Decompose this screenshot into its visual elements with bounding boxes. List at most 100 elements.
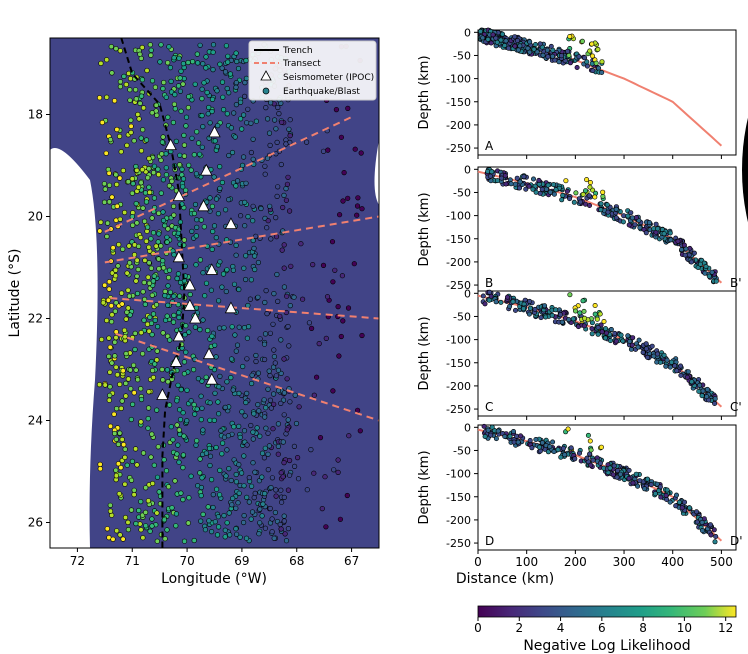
legend-triangle-icon — [260, 70, 272, 81]
earthquake-point — [212, 519, 218, 525]
earthquake-point — [243, 535, 250, 541]
earthquake-point — [209, 333, 215, 339]
section-event — [547, 189, 553, 195]
earthquake-point — [359, 332, 365, 339]
section-event — [704, 394, 710, 400]
earthquake-point — [146, 184, 152, 190]
earthquake-point — [176, 314, 182, 321]
section-event — [485, 36, 491, 42]
earthquake-point — [118, 405, 124, 412]
colorbar: 0 2 4 6 8 10 12 Negative Log Likelihood — [474, 605, 737, 654]
earthquake-point — [275, 388, 282, 394]
section-event — [633, 471, 639, 477]
section-y-tick-label: -250 — [446, 537, 471, 550]
earthquake-point — [276, 110, 282, 117]
earthquake-point — [107, 508, 114, 514]
section-event — [514, 38, 520, 44]
earthquake-point — [176, 83, 182, 89]
earthquake-point — [283, 309, 289, 316]
earthquake-point — [262, 331, 269, 337]
section-event — [571, 199, 577, 205]
earthquake-point — [97, 461, 103, 468]
legend-trench: Trench — [282, 46, 313, 56]
section-event — [626, 475, 632, 481]
earthquake-point — [181, 359, 187, 365]
earthquake-point — [153, 243, 159, 249]
earthquake-point — [233, 242, 239, 248]
earthquake-point — [240, 363, 246, 370]
section-event — [572, 308, 578, 314]
section-event — [649, 343, 655, 349]
earthquake-point — [185, 59, 191, 66]
earthquake-point — [233, 479, 239, 485]
section-event — [498, 37, 504, 43]
earthquake-point — [239, 162, 246, 168]
earthquake-point — [241, 265, 247, 271]
earthquake-point — [324, 294, 331, 300]
earthquake-point — [154, 357, 160, 363]
earthquake-point — [139, 167, 145, 173]
section-event — [691, 250, 697, 256]
earthquake-point — [243, 253, 249, 259]
seismometer-marker — [169, 354, 183, 367]
earthquake-point — [158, 243, 164, 249]
earthquake-point — [156, 489, 162, 495]
earthquake-point — [285, 487, 292, 493]
earthquake-point — [152, 361, 158, 367]
earthquake-point — [177, 407, 183, 413]
earthquake-point — [225, 53, 231, 59]
earthquake-point — [257, 520, 263, 526]
section-event — [627, 338, 633, 344]
earthquake-point — [197, 327, 203, 333]
section-event — [490, 32, 496, 38]
cross-section-3: 0 -50 -100 -150 -200 -250 Depth (km) C C' — [417, 287, 742, 420]
section-event — [613, 338, 619, 344]
section-event — [550, 47, 556, 53]
section-event — [618, 332, 624, 338]
earthquake-point — [106, 286, 112, 292]
colorbar-tick-label: 4 — [557, 621, 565, 635]
earthquake-point — [295, 476, 302, 482]
earthquake-point — [284, 181, 291, 187]
earthquake-point — [161, 265, 167, 271]
earthquake-point — [199, 475, 205, 481]
earthquake-point — [181, 371, 187, 377]
earthquake-point — [178, 68, 184, 74]
section-event — [516, 185, 522, 191]
section-event — [539, 440, 545, 446]
earthquake-point — [272, 117, 278, 123]
earthquake-point — [138, 330, 144, 336]
section-event — [687, 505, 693, 511]
earthquake-point — [330, 279, 336, 285]
earthquake-point — [180, 176, 187, 182]
earthquake-point — [261, 341, 268, 347]
earthquake-point — [180, 465, 186, 471]
earthquake-point — [151, 170, 157, 176]
earthquake-point — [163, 165, 169, 171]
earthquake-point — [244, 390, 250, 397]
section-event — [560, 445, 566, 451]
earthquake-point — [226, 466, 232, 472]
earthquake-point — [115, 263, 121, 269]
section-event — [511, 439, 517, 445]
colorbar-tick-label: 10 — [677, 621, 692, 635]
section-y-tick-label: -250 — [446, 403, 471, 416]
earthquake-point — [215, 514, 221, 520]
section-event — [567, 196, 573, 202]
section-event — [507, 433, 513, 439]
section-event — [508, 181, 514, 187]
earthquake-point — [138, 527, 144, 533]
earthquake-point — [320, 148, 327, 154]
map-y-tick-label: 26 — [28, 516, 43, 530]
section-y-tick-label: 0 — [464, 287, 471, 300]
earthquake-point — [108, 319, 115, 325]
earthquake-point — [143, 485, 149, 491]
earthquake-point — [211, 174, 217, 180]
earthquake-point — [131, 138, 137, 144]
earthquake-point — [174, 422, 180, 428]
earthquake-point — [223, 473, 229, 479]
section-y-tick-label: -200 — [446, 119, 471, 132]
earthquake-point — [192, 411, 198, 417]
earthquake-point — [121, 73, 127, 79]
earthquake-point — [285, 174, 291, 180]
